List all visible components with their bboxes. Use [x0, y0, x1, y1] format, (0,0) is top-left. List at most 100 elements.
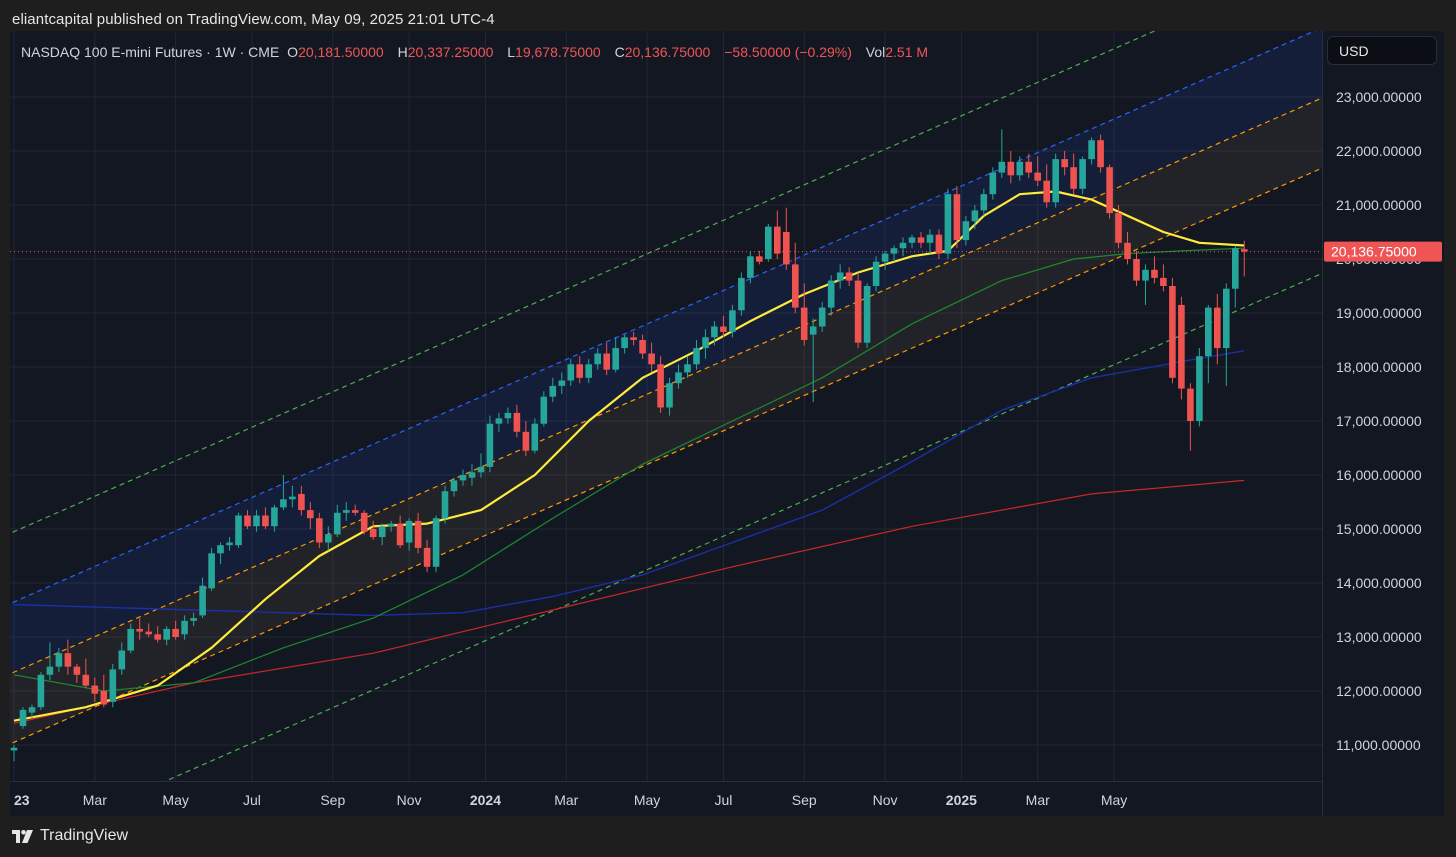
- candles: [10, 129, 1248, 762]
- candle-body: [935, 234, 943, 254]
- candle-body: [163, 628, 170, 640]
- candle-body: [800, 307, 808, 340]
- candle-body: [307, 510, 314, 519]
- grid-lines: [10, 31, 1322, 781]
- candle-body: [271, 507, 278, 527]
- candle-body: [136, 628, 143, 632]
- candle-body: [298, 493, 305, 511]
- candle-body: [100, 691, 108, 705]
- channel-line-upper: [10, 31, 1317, 605]
- candle-body: [890, 248, 898, 254]
- candle-body: [872, 261, 880, 286]
- candle-body: [19, 709, 27, 727]
- open-value: 20,181.50000: [298, 44, 384, 60]
- moving-average-slow: [13, 350, 1245, 617]
- ohlc-legend: NASDAQ 100 E-mini Futures · 1W · CME O20…: [21, 44, 938, 60]
- channel-line-outer-high: [10, 31, 1157, 535]
- candle-body: [738, 277, 745, 311]
- candle-body: [217, 545, 224, 554]
- candle-body: [1052, 159, 1059, 203]
- x-tick-label: May: [162, 792, 188, 808]
- channel-mid-fill: [10, 97, 1322, 745]
- y-tick-label: 15,000.00000: [1336, 521, 1422, 537]
- y-tick-label: 13,000.00000: [1336, 629, 1422, 645]
- candle-body: [441, 491, 449, 519]
- candle-body: [486, 423, 494, 467]
- moving-average-long: [13, 479, 1245, 724]
- candle-body: [172, 628, 179, 637]
- candle-body: [64, 653, 72, 667]
- candle-body: [953, 194, 961, 241]
- channel-line-mid-high: [10, 97, 1322, 675]
- candle-body: [405, 520, 413, 543]
- candle-body: [145, 631, 152, 635]
- candle-body: [881, 253, 889, 262]
- candle-body: [639, 340, 646, 354]
- y-tick-label: 21,000.00000: [1336, 197, 1422, 213]
- candle-body: [495, 418, 503, 424]
- x-tick-label: Mar: [554, 792, 578, 808]
- candle-body: [827, 280, 835, 308]
- candle-body: [1142, 269, 1149, 281]
- symbol-title[interactable]: NASDAQ 100 E-mini Futures · 1W · CME: [21, 44, 280, 60]
- x-tick-label: Mar: [83, 792, 107, 808]
- low-label: L: [507, 44, 516, 60]
- candle-body: [1214, 307, 1221, 349]
- y-tick-label: 17,000.00000: [1336, 413, 1422, 429]
- candle-body: [971, 210, 979, 222]
- volume-value: 2.51 M: [885, 44, 929, 60]
- candle-body: [378, 526, 386, 538]
- candle-body: [854, 280, 862, 343]
- candle-body: [73, 666, 81, 675]
- candle-body: [450, 480, 458, 492]
- chart-panel[interactable]: 11,000.00000 12,000.00000 13,000.00000 14,0…: [10, 31, 1444, 816]
- candle-body: [244, 515, 251, 527]
- candle-body: [863, 286, 871, 343]
- moving-average-mid: [13, 247, 1245, 692]
- candle-body: [55, 653, 63, 667]
- candle-body: [396, 523, 404, 546]
- candle-body: [154, 634, 161, 640]
- candle-body: [1232, 248, 1239, 289]
- candle-body: [980, 194, 988, 211]
- candle-body: [711, 326, 718, 338]
- candle-body: [1079, 159, 1086, 189]
- y-tick-label: 18,000.00000: [1336, 359, 1422, 375]
- candle-body: [1133, 259, 1140, 281]
- candle-body: [1223, 288, 1230, 349]
- candle-body: [37, 674, 45, 708]
- tradingview-logo[interactable]: TradingView: [12, 826, 128, 846]
- x-tick-label: Jul: [714, 792, 732, 808]
- candle-body: [1115, 213, 1122, 243]
- y-tick-label: 16,000.00000: [1336, 467, 1422, 483]
- candle-body: [675, 372, 682, 384]
- candle-body: [369, 529, 377, 538]
- candle-body: [351, 510, 359, 513]
- candle-body: [783, 232, 790, 265]
- candle-body: [774, 226, 781, 254]
- candle-body: [360, 512, 368, 532]
- candle-body: [477, 466, 485, 473]
- candle-body: [513, 412, 521, 432]
- candle-body: [558, 380, 566, 386]
- candle-body: [899, 242, 907, 249]
- candle-body: [1034, 172, 1041, 181]
- candle-body: [289, 496, 296, 500]
- candle-body: [549, 385, 557, 397]
- y-tick-label: 12,000.00000: [1336, 683, 1422, 699]
- candle-body: [1196, 356, 1203, 421]
- candle-body: [91, 685, 99, 694]
- candle-body: [1061, 159, 1068, 168]
- candle-body: [765, 226, 772, 259]
- close-value: 20,136.75000: [624, 44, 711, 60]
- candle-body: [576, 364, 583, 378]
- candle-body: [10, 747, 18, 751]
- candle-body: [585, 364, 592, 378]
- y-tick-label: 22,000.00000: [1336, 143, 1422, 159]
- currency-button[interactable]: USD: [1327, 36, 1437, 65]
- candle-body: [468, 472, 476, 478]
- x-tick-label: May: [634, 792, 660, 808]
- candle-body: [423, 547, 431, 567]
- change-value: −58.50000 (−0.29%): [724, 44, 852, 60]
- price-chart[interactable]: 11,000.00000 12,000.00000 13,000.00000 14,0…: [10, 31, 1444, 816]
